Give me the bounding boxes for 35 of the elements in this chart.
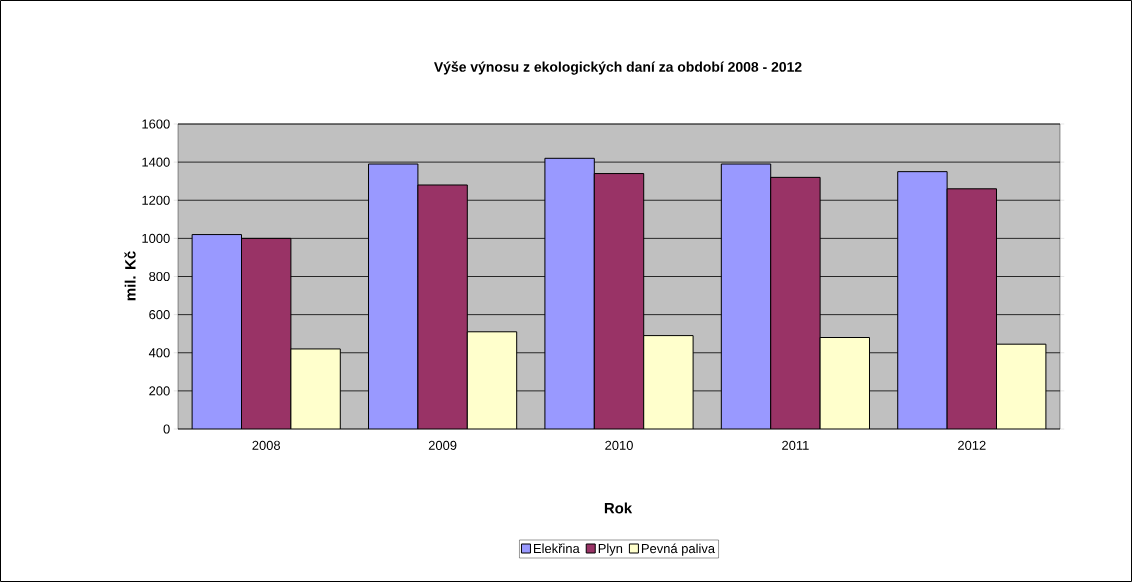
y-tick-label: 600 [149,310,170,320]
x-tick-label: 2011 [782,440,809,450]
legend-label: Elekřina [534,543,580,554]
bar [819,337,870,429]
bar [417,184,468,429]
bar [368,163,419,429]
x-tick-label: 2012 [958,440,986,450]
y-tick-label: 1400 [142,157,170,167]
bar [544,157,595,429]
bar [946,188,998,429]
bar [720,163,772,429]
bar [770,176,821,429]
x-tick-label: 2008 [252,440,281,450]
legend-label: Plyn [598,543,623,556]
chart-title: Výše výnosu z ekologických daní za období 2008 - 2012 [434,61,802,75]
bar [897,171,948,429]
x-tick-label: 2010 [605,440,633,450]
y-tick-label: 1000 [142,233,170,243]
bar [191,234,242,429]
legend-label: Pevná paliva [641,543,716,556]
y-tick-label: 1200 [142,195,170,205]
y-tick-label: 1600 [142,119,170,129]
bar [241,237,292,429]
bar [466,331,518,429]
y-tick-label: 400 [148,348,170,358]
bar [643,335,694,429]
y-tick-label: 200 [149,386,170,396]
y-tick-label: 0 [163,424,170,434]
y-axis-title: mil. Kč [124,251,136,301]
bar [996,343,1047,429]
x-tick-label: 2009 [428,440,457,450]
y-tick-label: 800 [149,271,170,282]
x-axis-title: Rok [604,502,633,514]
bar [593,173,645,429]
bar [290,348,341,429]
